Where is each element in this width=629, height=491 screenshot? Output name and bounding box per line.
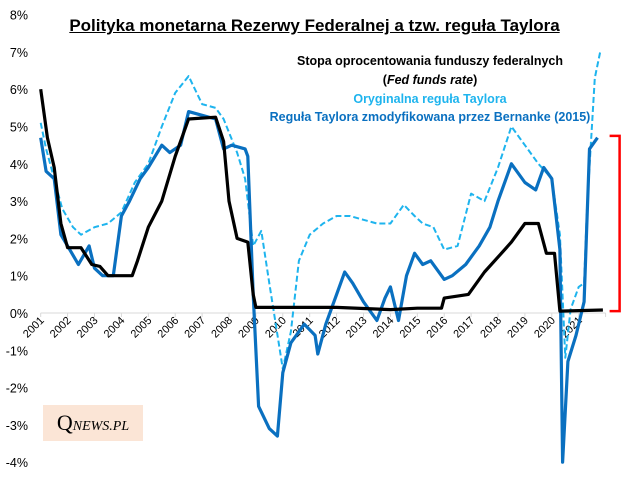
- y-tick-label: 1%: [10, 270, 28, 284]
- x-tick-label: 2016: [425, 315, 451, 341]
- y-tick-label: -1%: [6, 344, 28, 358]
- legend-fed-funds-sub: (Fed funds rate): [382, 73, 478, 87]
- x-tick-label: 2018: [478, 315, 504, 341]
- y-tick-label: -4%: [6, 456, 28, 470]
- legend-fed-funds: Stopa oprocentowania funduszy federalnyc…: [296, 54, 563, 68]
- y-tick-label: 7%: [10, 46, 28, 60]
- legend-original-taylor: Oryginalna reguła Taylora: [353, 92, 507, 106]
- x-tick-label: 2003: [75, 315, 101, 341]
- x-tick-label: 2009: [236, 315, 262, 341]
- x-tick-label: 2004: [102, 315, 128, 341]
- x-tick-label: 2008: [209, 315, 235, 341]
- series-line-1: [39, 51, 602, 370]
- qnews-logo: QNEWS.PL: [43, 405, 143, 441]
- x-tick-label: 2015: [398, 315, 424, 341]
- chart-title: Polityka monetarna Rezerwy Federalnej a …: [69, 16, 560, 35]
- x-tick-label: 2006: [156, 315, 182, 341]
- y-tick-label: -3%: [6, 419, 28, 433]
- red-bracket: [609, 134, 621, 313]
- series-group: [39, 51, 603, 464]
- y-axis: 8% 7% 6% 5% 4% 3% 2% 1% 0% -1% -2% -3% -4%: [6, 9, 28, 471]
- x-tick-label: 2017: [451, 315, 477, 341]
- x-tick-label: 2002: [48, 315, 74, 341]
- x-tick-label: 2019: [505, 315, 531, 341]
- legend-fed-funds-italic: Fed funds rate: [386, 73, 474, 87]
- legend-bernanke-taylor: Reguła Taylora zmodyfikowana przez Berna…: [269, 110, 591, 124]
- y-tick-label: 3%: [10, 195, 28, 209]
- series-line-0: [39, 88, 603, 313]
- y-tick-label: 8%: [10, 9, 28, 23]
- x-axis: 2001 2002 2003 2004 2005 2006 2007 2008 2009 2010…: [21, 312, 607, 341]
- y-tick-label: 6%: [10, 83, 28, 97]
- x-tick-label: 2013: [344, 315, 370, 341]
- x-tick-label: 2012: [317, 315, 343, 341]
- x-tick-label: 2020: [532, 315, 558, 341]
- y-tick-label: 0%: [10, 307, 28, 321]
- y-tick-label: 2%: [10, 232, 28, 246]
- x-tick-label: 2007: [182, 315, 208, 341]
- y-tick-label: 5%: [10, 121, 28, 135]
- x-tick-label: 2005: [129, 315, 155, 341]
- y-tick-label: 4%: [10, 158, 28, 172]
- y-tick-label: -2%: [6, 382, 28, 396]
- series-line-2: [39, 110, 599, 464]
- annotations: [609, 134, 621, 313]
